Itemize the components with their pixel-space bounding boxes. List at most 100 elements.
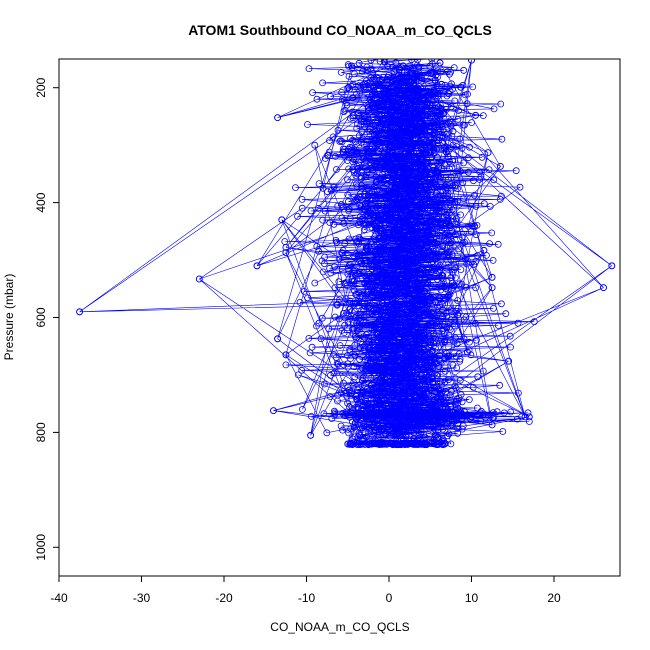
data-point (467, 413, 475, 421)
data-point (396, 384, 404, 392)
data-point (373, 384, 381, 392)
data-point (437, 218, 445, 225)
data-point (454, 419, 462, 427)
data-point (444, 176, 452, 184)
data-point (379, 264, 387, 271)
data-point (385, 229, 393, 237)
data-point (342, 410, 350, 418)
data-point (402, 227, 409, 235)
data-point (395, 130, 403, 138)
data-point (410, 103, 418, 111)
data-point (298, 195, 306, 203)
data-point (317, 335, 325, 343)
data-point (396, 411, 404, 418)
data-point (364, 67, 372, 74)
data-point (428, 309, 435, 317)
data-point (373, 145, 381, 153)
data-point (433, 81, 441, 89)
data-point (377, 230, 385, 237)
data-point (402, 266, 410, 274)
data-point (417, 130, 424, 138)
data-point (513, 415, 521, 423)
data-point (423, 192, 431, 200)
data-point (403, 125, 411, 133)
data-point (484, 149, 492, 157)
data-point (448, 238, 456, 246)
data-point (447, 201, 454, 209)
data-point (407, 134, 415, 142)
data-point (411, 351, 419, 359)
data-point (398, 241, 406, 249)
data-point (394, 106, 402, 113)
data-point (393, 378, 400, 386)
data-point (444, 432, 452, 440)
data-point (525, 413, 533, 421)
data-point (408, 276, 416, 284)
data-point (395, 278, 403, 286)
data-point (363, 154, 371, 162)
data-point (435, 210, 443, 218)
data-point (430, 195, 438, 203)
data-point (383, 237, 391, 245)
data-point (417, 154, 425, 162)
data-point (414, 423, 422, 431)
data-point (370, 83, 378, 91)
data-point (435, 268, 443, 276)
data-point (364, 288, 371, 296)
data-point (342, 389, 350, 397)
data-point (427, 236, 435, 244)
data-point (414, 162, 422, 170)
data-point (391, 105, 399, 113)
data-point (390, 93, 397, 100)
data-point (388, 148, 396, 156)
data-point (490, 105, 498, 113)
data-point (365, 107, 373, 114)
data-point (397, 64, 405, 72)
data-point (434, 426, 442, 434)
data-point (364, 361, 372, 369)
data-point (388, 138, 396, 146)
data-point (377, 385, 385, 393)
data-point (402, 309, 410, 316)
data-point (455, 245, 463, 253)
data-point (466, 143, 473, 151)
data-point (447, 440, 455, 448)
data-point (399, 370, 407, 378)
data-point (361, 86, 369, 93)
data-point (412, 86, 420, 94)
data-point (327, 93, 334, 100)
data-point (488, 284, 496, 292)
data-layer (76, 59, 616, 449)
data-point (417, 221, 425, 229)
data-point (447, 256, 455, 264)
data-point (386, 126, 394, 134)
data-point (371, 302, 378, 310)
data-point (456, 406, 464, 414)
data-point (425, 413, 432, 420)
data-point (385, 361, 393, 369)
data-point (381, 121, 389, 128)
data-point (408, 189, 416, 197)
data-point (375, 91, 383, 98)
y-tick-label: 400 (34, 192, 48, 212)
data-point (320, 410, 328, 418)
data-point (434, 413, 441, 421)
data-point (411, 320, 418, 328)
data-point (339, 148, 347, 156)
data-point (374, 193, 381, 201)
data-point (392, 426, 400, 434)
data-point (415, 244, 423, 252)
data-point (456, 411, 464, 419)
data-point (399, 284, 407, 291)
data-point (377, 365, 385, 373)
data-point (353, 298, 361, 306)
data-point (324, 151, 332, 159)
data-point (344, 399, 352, 407)
data-point (497, 300, 505, 308)
data-point (445, 119, 453, 127)
x-tick-label: 0 (386, 591, 393, 605)
data-point (459, 239, 467, 247)
data-point (394, 311, 402, 319)
data-point (439, 272, 447, 280)
data-point (405, 182, 413, 190)
